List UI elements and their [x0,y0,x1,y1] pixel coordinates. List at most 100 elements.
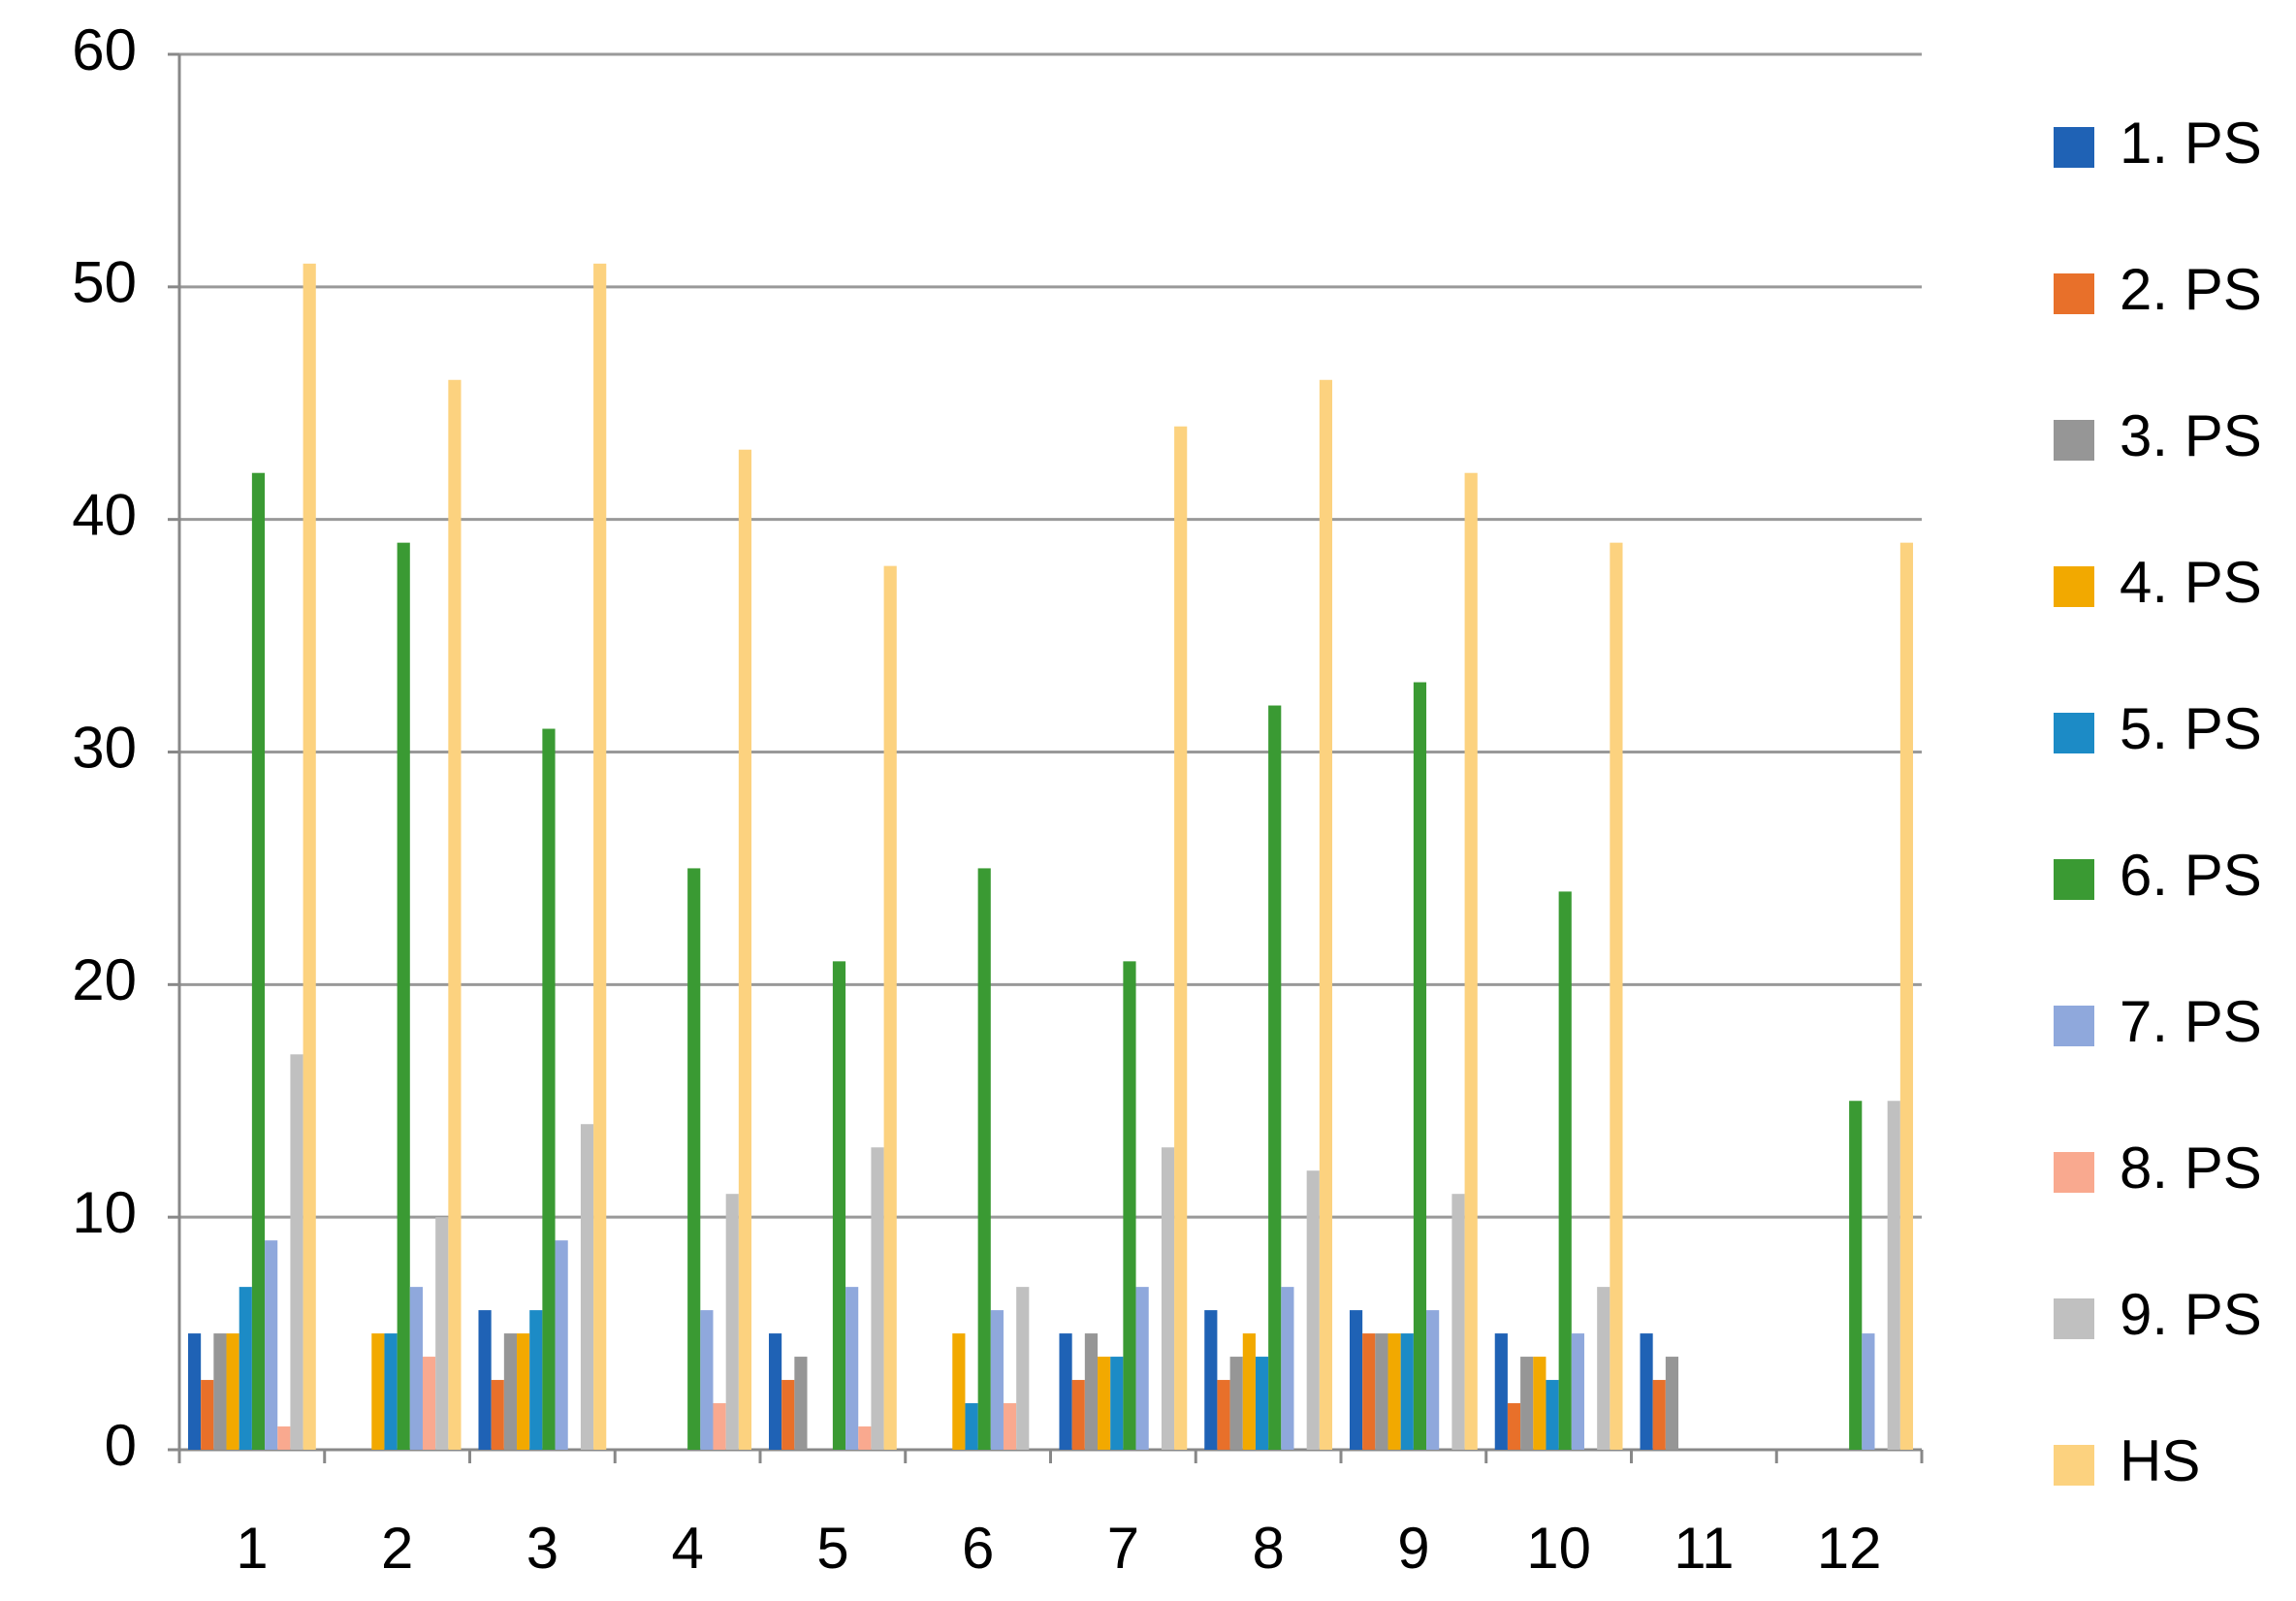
y-tick-label: 50 [72,250,137,315]
x-tick-label: 7 [1107,1516,1139,1581]
bar [555,1240,568,1450]
x-tick-label: 4 [671,1516,703,1581]
bar [1306,1170,1320,1450]
bar [1571,1333,1584,1450]
bar [265,1240,278,1450]
x-tick-label: 12 [1817,1516,1882,1581]
bar [187,1333,202,1450]
bar [542,728,556,1450]
bar [738,449,752,1450]
x-tick-label: 10 [1526,1516,1591,1581]
bar [1520,1357,1534,1450]
legend-swatch [2054,1298,2094,1339]
bar [1084,1333,1099,1450]
bar [1362,1333,1376,1450]
y-tick-label: 40 [72,483,137,548]
bar [1319,379,1333,1451]
bar [1558,891,1572,1450]
bar [1174,426,1188,1450]
bar [794,1357,808,1450]
bar [1217,1380,1230,1450]
bar [491,1380,504,1450]
bar [1071,1380,1085,1450]
y-tick-label: 0 [105,1413,137,1478]
bar [1640,1333,1653,1450]
bar [977,868,991,1450]
bar [239,1287,252,1450]
bar [871,1147,884,1450]
bar [1016,1287,1030,1450]
bar [845,1287,859,1450]
x-tick-label: 6 [962,1516,994,1581]
legend-label: 9. PS [2120,1282,2262,1347]
legend-swatch [2054,713,2094,753]
bar [290,1054,303,1450]
legend-label: 1. PS [2120,111,2262,176]
legend-label: 2. PS [2120,257,2262,322]
x-tick-label: 11 [1674,1516,1734,1581]
bar [1255,1357,1269,1450]
bar [687,868,701,1450]
legend-swatch [2054,273,2094,314]
bar [1110,1357,1124,1450]
bar [832,961,846,1450]
bar [409,1287,423,1450]
bar [952,1333,966,1450]
bar [1268,705,1282,1450]
bar [1204,1310,1218,1450]
x-tick-label: 3 [526,1516,558,1581]
legend-label: 6. PS [2120,843,2262,908]
bar [1665,1357,1679,1450]
bar [1862,1333,1875,1450]
bar [1375,1333,1388,1450]
bar [1849,1101,1863,1450]
bar [990,1310,1004,1450]
bar [503,1333,518,1450]
bar [1135,1287,1149,1450]
legend-swatch [2054,420,2094,461]
legend-label: HS [2120,1428,2200,1493]
legend-swatch [2054,1152,2094,1193]
bar [1546,1380,1559,1450]
legend-swatch [2054,859,2094,900]
y-tick-label: 30 [72,715,137,780]
x-tick-label: 2 [381,1516,413,1581]
legend-label: 4. PS [2120,550,2262,615]
bar [1413,682,1427,1450]
legend-swatch [2054,127,2094,168]
bar [529,1310,543,1450]
bar [883,565,897,1450]
legend-label: 5. PS [2120,696,2262,761]
bar [201,1380,214,1450]
bar [303,263,316,1451]
bar [1899,542,1914,1450]
bar [1464,472,1478,1450]
bar [1507,1403,1521,1450]
legend-swatch [2054,566,2094,607]
legend-label: 7. PS [2120,989,2262,1054]
bar [213,1333,227,1450]
bar [1400,1333,1414,1450]
bar [1451,1194,1465,1450]
bar [277,1426,291,1450]
x-tick-label: 1 [236,1516,268,1581]
bar [1597,1287,1610,1450]
bar [768,1333,782,1450]
bar [1349,1310,1363,1450]
bar [1533,1357,1547,1450]
bar [725,1194,739,1450]
bar [1229,1357,1243,1450]
y-tick-label: 20 [72,947,137,1012]
bar [1003,1403,1017,1450]
bar [1242,1333,1256,1450]
x-tick-label: 8 [1252,1516,1284,1581]
y-tick-label: 10 [72,1180,137,1245]
bar [1610,542,1623,1450]
bar [226,1333,239,1450]
bar [1887,1101,1900,1450]
bar [580,1124,594,1450]
bar [700,1310,714,1450]
legend-swatch [2054,1006,2094,1046]
bar [371,1333,385,1450]
